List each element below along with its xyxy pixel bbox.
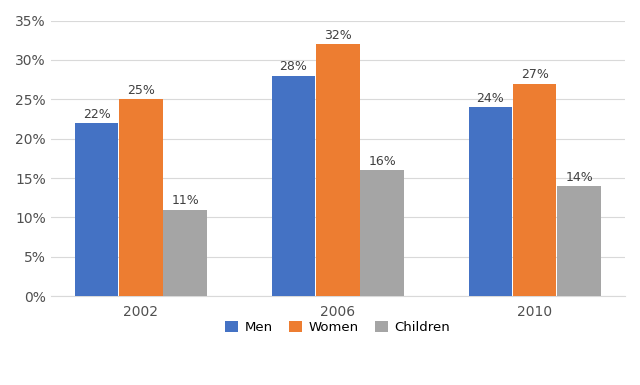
Text: 27%: 27%: [521, 68, 548, 81]
Text: 22%: 22%: [83, 107, 111, 121]
Bar: [557, 186, 601, 296]
Text: 14%: 14%: [565, 171, 593, 184]
Text: 24%: 24%: [477, 92, 504, 105]
Text: 25%: 25%: [127, 84, 155, 97]
Legend: Men, Women, Children: Men, Women, Children: [220, 316, 456, 339]
Text: 11%: 11%: [172, 194, 199, 207]
Text: 28%: 28%: [280, 60, 307, 73]
Bar: [513, 84, 556, 296]
Bar: [163, 209, 207, 296]
Text: 32%: 32%: [324, 29, 352, 42]
Bar: [119, 99, 163, 296]
Bar: [360, 170, 404, 296]
Bar: [468, 107, 512, 296]
Text: 16%: 16%: [368, 155, 396, 168]
Bar: [316, 44, 360, 296]
Bar: [75, 123, 118, 296]
Bar: [272, 76, 316, 296]
